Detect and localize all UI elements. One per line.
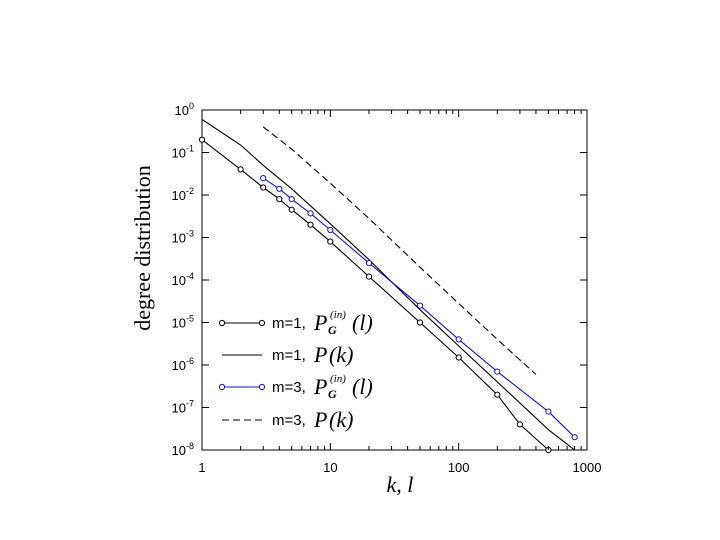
y-tick-exponent: -7 [186,399,194,409]
x-tick-label: 10 [323,460,337,475]
legend-label-func: P [313,374,327,399]
legend-label-sup: (in) [330,309,346,321]
series-3-point [455,336,462,343]
axes-layer: 1 10 100 100010010-110-210-310-410-510-610-… [172,101,602,475]
series-3-point [327,226,334,234]
legend-label-m: m=1, [272,315,306,332]
series-1-point [288,206,295,213]
series-1-point [327,238,334,245]
series-3-point [288,196,295,203]
legend-label-arg: (l) [352,310,373,335]
series-1-point [455,354,462,361]
y-tick-label: 100 [175,101,194,118]
series-2-line [201,118,575,451]
series-3-point [260,175,267,182]
legend-marker [258,383,266,391]
y-tick-base: 10 [172,316,186,331]
series-3-point [494,368,501,375]
y-tick-base: 10 [172,443,186,458]
y-tick-exponent: 0 [189,101,194,111]
y-tick-label: 10-1 [172,144,194,161]
series-1-point [494,391,501,398]
legend-label-func: P [313,310,327,335]
series-3-point [307,210,314,217]
x-tick-label: 100 [448,460,470,475]
y-tick-label: 10-7 [172,399,194,416]
y-tick-label: 10-2 [172,186,194,203]
y-tick-base: 10 [172,401,186,416]
y-tick-exponent: -8 [186,441,194,451]
y-tick-exponent: -6 [186,356,194,366]
y-tick-exponent: -3 [186,229,194,239]
y-tick-exponent: -2 [186,186,194,196]
x-tick-label: 1 [198,460,205,475]
y-tick-label: 10-3 [172,229,194,246]
legend-label-m: m=3, [272,379,306,396]
legend-marker [218,319,226,327]
y-tick-base: 10 [175,103,189,118]
y-tick-label: 10-4 [172,271,194,288]
y-tick-exponent: -5 [186,314,194,324]
series-1-point [307,221,314,228]
legend-label-func: P [313,407,327,432]
legend-marker [258,319,266,327]
y-tick-base: 10 [172,146,186,161]
y-tick-base: 10 [172,188,186,203]
series-1-point [237,166,244,173]
series-1-point [516,421,524,428]
legend-label-m: m=3, [272,412,306,429]
legend-label-func: P [313,342,327,367]
y-tick-exponent: -1 [186,144,194,154]
series-3-point [545,408,552,415]
legend-marker [218,383,226,391]
series-1-point [198,136,206,143]
series-3-point [276,185,283,192]
y-tick-base: 10 [172,358,186,373]
legend-label-sub: G [328,323,337,337]
legend-label-sub: G [328,387,337,401]
legend-label-arg: (k) [329,407,353,432]
x-axis-label: k, l [387,472,414,497]
series-1-point [276,196,283,203]
series-layer [198,118,578,454]
series-3-point [365,260,373,267]
y-tick-exponent: -4 [186,271,194,281]
y-tick-label: 10-8 [172,441,194,458]
y-tick-label: 10-6 [172,356,194,373]
series-1-point [416,319,424,326]
y-axis-label: degree distribution [130,165,155,331]
series-3-point [571,434,578,441]
series-1-line [201,139,549,451]
series-1-point [260,184,267,191]
series-4-line [262,126,537,375]
legend: m=1, P G(in) (l)m=1, P (k)m=3, P G(in) (l)m=3, P(… [218,309,373,432]
legend-label-sup: (in) [330,373,346,385]
series-1-point [365,273,373,280]
legend-label-arg: (k) [329,342,353,367]
y-tick-base: 10 [172,273,186,288]
series-3-point [416,302,424,309]
legend-label-m: m=1, [272,347,306,364]
y-tick-base: 10 [172,231,186,246]
legend-label-arg: (l) [352,374,373,399]
plot-frame [201,109,588,451]
y-tick-label: 10-5 [172,314,194,331]
x-tick-label: 1000 [573,460,602,475]
